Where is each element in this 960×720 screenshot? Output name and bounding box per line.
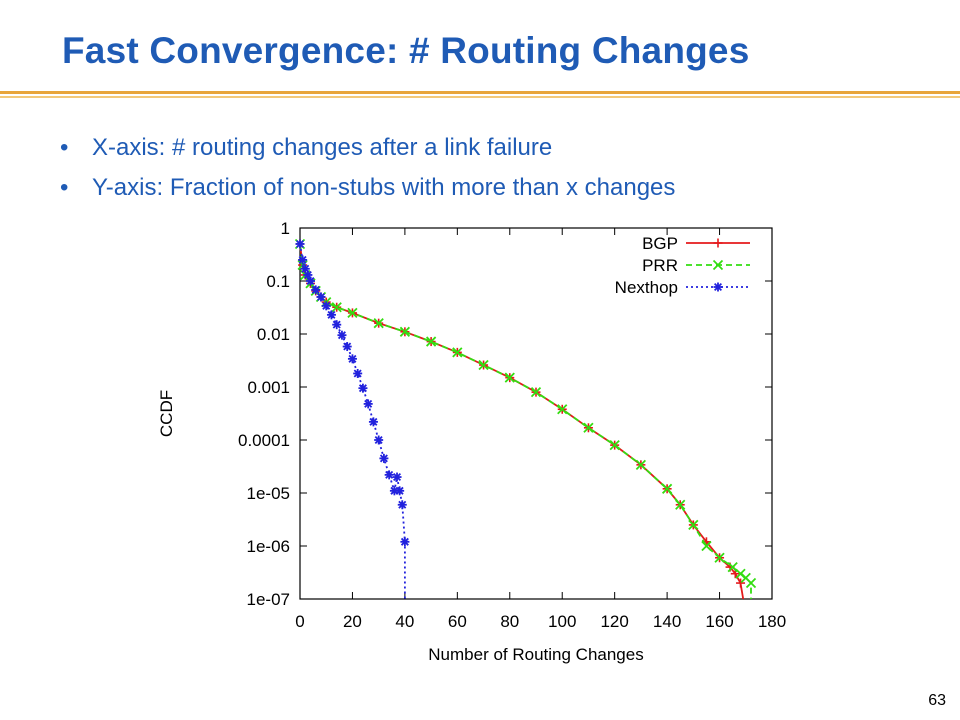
x-tick-label: 20 bbox=[343, 612, 362, 631]
data-point-prr bbox=[609, 439, 620, 451]
data-point-prr bbox=[557, 404, 568, 415]
series-prr bbox=[294, 238, 757, 599]
legend-label-prr: PRR bbox=[642, 256, 678, 275]
data-point-prr bbox=[452, 347, 463, 358]
data-point-nexthop bbox=[303, 270, 312, 279]
series-line-prr bbox=[299, 243, 752, 599]
data-point-nexthop bbox=[358, 384, 367, 393]
bullet-dot-icon: • bbox=[60, 134, 69, 161]
data-point-nexthop bbox=[343, 342, 352, 351]
data-point-nexthop bbox=[301, 264, 310, 273]
y-tick-label: 1e-07 bbox=[247, 590, 290, 609]
legend-label-bgp: BGP bbox=[642, 234, 678, 253]
bullet-text: X-axis: # routing changes after a link f… bbox=[92, 134, 553, 161]
title-underline-light bbox=[0, 96, 960, 98]
data-point-prr bbox=[675, 499, 686, 510]
bullet-list: • X-axis: # routing changes after a link … bbox=[60, 128, 675, 208]
data-point-nexthop bbox=[298, 255, 307, 264]
data-point-prr bbox=[504, 372, 515, 383]
data-point-nexthop bbox=[353, 369, 362, 378]
x-tick-label: 180 bbox=[758, 612, 786, 631]
data-point-prr bbox=[478, 359, 489, 371]
data-point-prr bbox=[688, 519, 699, 531]
data-point-nexthop bbox=[327, 310, 336, 319]
data-point-nexthop bbox=[337, 331, 346, 340]
legend-marker-prr bbox=[712, 259, 724, 271]
data-point-prr bbox=[425, 336, 437, 347]
data-point-nexthop bbox=[316, 292, 325, 301]
x-tick-label: 80 bbox=[500, 612, 519, 631]
plot-frame bbox=[299, 227, 773, 600]
ccdf-chart: 0 20 40 60 80 100 120 140 160 180 1 0.1 0.01 0.001 0.0… bbox=[150, 212, 810, 667]
series-line-nexthop bbox=[299, 243, 406, 599]
x-tick-label: 100 bbox=[548, 612, 576, 631]
bullet-dot-icon: • bbox=[60, 174, 69, 201]
data-point-prr bbox=[530, 386, 542, 398]
legend: BGP PRR Nexthop bbox=[615, 234, 750, 297]
data-point-nexthop bbox=[311, 285, 320, 294]
data-point-prr bbox=[399, 326, 411, 337]
data-point-prr bbox=[714, 552, 725, 563]
data-point-prr bbox=[740, 572, 751, 584]
data-point-nexthop bbox=[398, 500, 407, 509]
y-tick-label: 0.1 bbox=[266, 272, 290, 291]
y-tick-label: 1e-06 bbox=[247, 537, 290, 556]
data-point-prr bbox=[373, 318, 384, 329]
data-point-prr bbox=[347, 307, 358, 319]
x-tick-label: 120 bbox=[600, 612, 628, 631]
chart-svg: 0 20 40 60 80 100 120 140 160 180 1 0.1 0.01 0.001 0.0… bbox=[157, 219, 786, 664]
data-point-nexthop bbox=[374, 435, 383, 445]
x-tick-label: 0 bbox=[295, 612, 304, 631]
y-tick-label: 0.01 bbox=[257, 325, 290, 344]
data-point-nexthop bbox=[379, 454, 388, 463]
page-number: 63 bbox=[928, 692, 946, 709]
legend-marker-nexthop bbox=[713, 282, 723, 292]
data-point-prr bbox=[745, 577, 757, 589]
data-point-nexthop bbox=[400, 537, 409, 546]
y-tick-label: 0.001 bbox=[247, 378, 290, 397]
data-point-nexthop bbox=[395, 486, 404, 495]
data-point-prr bbox=[583, 422, 594, 433]
x-tick-label: 60 bbox=[448, 612, 467, 631]
slide-title: Fast Convergence: # Routing Changes bbox=[62, 30, 750, 71]
legend-label-nexthop: Nexthop bbox=[615, 278, 678, 297]
y-tick-label: 0.0001 bbox=[238, 431, 290, 450]
bullet-y-axis: • Y-axis: Fraction of non-stubs with more… bbox=[60, 168, 675, 208]
data-point-nexthop bbox=[306, 276, 315, 286]
x-tick-label: 40 bbox=[395, 612, 414, 631]
data-point-prr bbox=[735, 568, 746, 579]
data-point-nexthop bbox=[364, 399, 373, 408]
title-underline bbox=[0, 91, 960, 94]
data-point-nexthop bbox=[393, 473, 402, 482]
y-tick-label: 1 bbox=[281, 219, 290, 238]
data-point-prr bbox=[701, 540, 712, 552]
bullet-text: Y-axis: Fraction of non-stubs with more … bbox=[92, 174, 676, 201]
y-axis-label: CCDF bbox=[157, 390, 176, 437]
data-point-nexthop bbox=[332, 320, 341, 329]
data-point-prr bbox=[331, 302, 342, 313]
data-point-nexthop bbox=[322, 301, 331, 310]
data-point-prr bbox=[727, 561, 738, 573]
x-axis-label: Number of Routing Changes bbox=[428, 645, 643, 664]
data-point-prr bbox=[635, 459, 647, 470]
series-nexthop bbox=[295, 239, 410, 599]
data-point-nexthop bbox=[369, 417, 378, 426]
y-tick-label: 1e-05 bbox=[247, 484, 290, 503]
data-point-nexthop bbox=[385, 470, 394, 479]
x-tick-label: 160 bbox=[705, 612, 733, 631]
bullet-x-axis: • X-axis: # routing changes after a link … bbox=[60, 128, 675, 168]
data-point-nexthop bbox=[348, 354, 357, 363]
series-line-bgp bbox=[299, 243, 745, 600]
data-point-nexthop bbox=[295, 239, 305, 248]
data-point-prr bbox=[661, 483, 673, 494]
x-tick-label: 140 bbox=[653, 612, 681, 631]
